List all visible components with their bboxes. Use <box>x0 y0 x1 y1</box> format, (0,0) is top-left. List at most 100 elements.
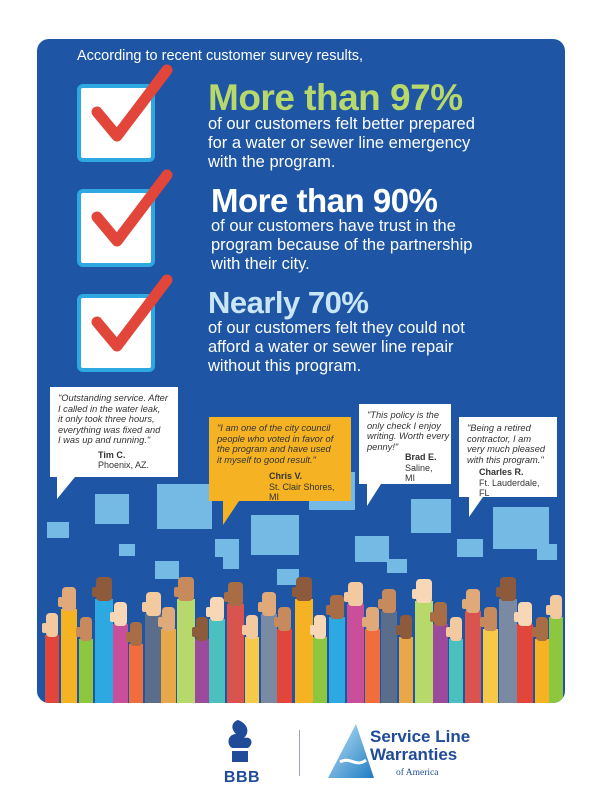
thumb <box>378 599 383 609</box>
stat-line: of our customers have trust in the <box>211 217 456 235</box>
thumb <box>462 599 467 609</box>
stat-line: of our customers felt better prepared <box>208 115 475 133</box>
sleeve <box>465 611 481 703</box>
author-location: Saline, MI <box>405 462 433 484</box>
stat-line: for a water or sewer line emergency <box>208 134 471 152</box>
slw-logo: Service Line Warranties of America <box>326 722 486 782</box>
bubble-tail <box>469 497 483 517</box>
raised-hand <box>228 582 243 606</box>
raised-hand <box>62 587 76 611</box>
thumb <box>430 612 435 622</box>
stat-headline: More than 97% <box>208 77 463 118</box>
sleeve <box>95 599 113 703</box>
checkbox-icon <box>77 169 173 267</box>
sleeve <box>449 639 463 703</box>
testimonial-bubble-highlight: "I am one of the city council people who … <box>209 417 351 503</box>
stat-description: of our customers have trust in the progr… <box>211 217 472 274</box>
sleeve <box>517 624 533 703</box>
raised-hand <box>130 622 142 646</box>
raised-hand <box>196 617 208 641</box>
bbb-logo: BBB <box>218 718 266 786</box>
thumb <box>192 627 197 637</box>
slw-line: Warranties <box>370 745 458 764</box>
raised-hand <box>450 617 462 641</box>
thumb <box>92 587 97 597</box>
sleeve <box>145 614 162 703</box>
stat-line: with their city. <box>211 255 310 273</box>
infographic-panel: According to recent customer survey resu… <box>37 39 565 703</box>
stat-line: program because of the partnership <box>211 236 473 254</box>
thumb <box>532 627 537 637</box>
sleeve <box>329 617 345 703</box>
author-name: Tim C. <box>98 449 126 460</box>
testimonial-author: Brad E. Saline, MI <box>367 452 443 484</box>
thumb <box>110 612 115 622</box>
bubble-tail <box>367 484 381 506</box>
sleeve <box>261 614 277 703</box>
raised-hand <box>434 602 447 626</box>
raised-hand <box>518 602 532 626</box>
raised-hand <box>466 589 480 613</box>
thumb <box>58 597 63 607</box>
raised-hand <box>366 607 379 631</box>
torch-icon <box>228 720 252 762</box>
stat-line: afford a water or sewer line repair <box>208 338 454 356</box>
testimonial-author: Chris V. St. Clair Shores, MI <box>217 471 343 503</box>
bbb-text: BBB <box>223 769 261 786</box>
raised-hand <box>278 607 291 631</box>
checkmark-icon <box>91 64 173 142</box>
raised-hand <box>262 592 276 616</box>
bubble-tail <box>223 501 239 525</box>
sleeve <box>483 629 498 703</box>
thumb <box>310 625 315 635</box>
testimonial-quote: "Being a retired contractor, I am very mu… <box>467 423 546 465</box>
stat-headline: Nearly 70% <box>208 285 369 320</box>
sleeve <box>113 624 128 703</box>
thumb <box>242 625 247 635</box>
thumb <box>158 617 163 627</box>
author-name: Charles R. <box>479 467 524 477</box>
testimonial-quote: "Outstanding service. After I called in t… <box>58 393 168 445</box>
stat-line: of our customers felt they could not <box>208 319 465 337</box>
sleeve <box>129 644 143 703</box>
sleeve <box>79 639 93 703</box>
author-location: Ft. Lauderdale, FL <box>479 477 540 499</box>
testimonial-author: Tim C. Phoenix, AZ. <box>58 450 170 471</box>
testimonial-author: Charles R. Ft. Lauderdale, FL <box>467 467 549 499</box>
author-location: St. Clair Shores, MI <box>269 481 335 503</box>
raised-hand <box>314 615 326 639</box>
testimonial-quote: "This policy is the only check I enjoy wr… <box>367 410 450 452</box>
thumb <box>274 617 279 627</box>
stat-line: with the program. <box>208 153 336 171</box>
sleeve <box>295 599 313 703</box>
stat-line: without this program. <box>208 357 362 375</box>
raised-hand <box>500 577 516 601</box>
raised-hand <box>178 577 194 601</box>
raised-hand <box>146 592 161 616</box>
thumb <box>546 605 551 615</box>
raised-hand <box>484 607 497 631</box>
thumb <box>514 612 519 622</box>
raised-hand <box>80 617 92 641</box>
slw-name: Service Line Warranties <box>370 728 470 764</box>
raised-hand <box>246 615 258 639</box>
thumb <box>142 602 147 612</box>
thumb <box>292 587 297 597</box>
sleeve <box>549 617 563 703</box>
sleeve <box>161 629 176 703</box>
sleeve <box>381 611 397 703</box>
thumb <box>258 602 263 612</box>
sleeve <box>195 639 209 703</box>
slw-tagline: of America <box>396 768 439 778</box>
thumb <box>396 625 401 635</box>
sleeve <box>433 624 448 703</box>
checkbox-icon <box>77 64 173 162</box>
slw-line: Service Line <box>370 727 471 746</box>
raised-hand <box>114 602 127 626</box>
slw-triangle-icon <box>328 724 374 778</box>
stat-description: of our customers felt better prepared fo… <box>208 115 475 172</box>
stat-description: of our customers felt they could not aff… <box>208 319 465 376</box>
sleeve <box>535 639 549 703</box>
thumb <box>446 627 451 637</box>
raised-hand <box>162 607 175 631</box>
